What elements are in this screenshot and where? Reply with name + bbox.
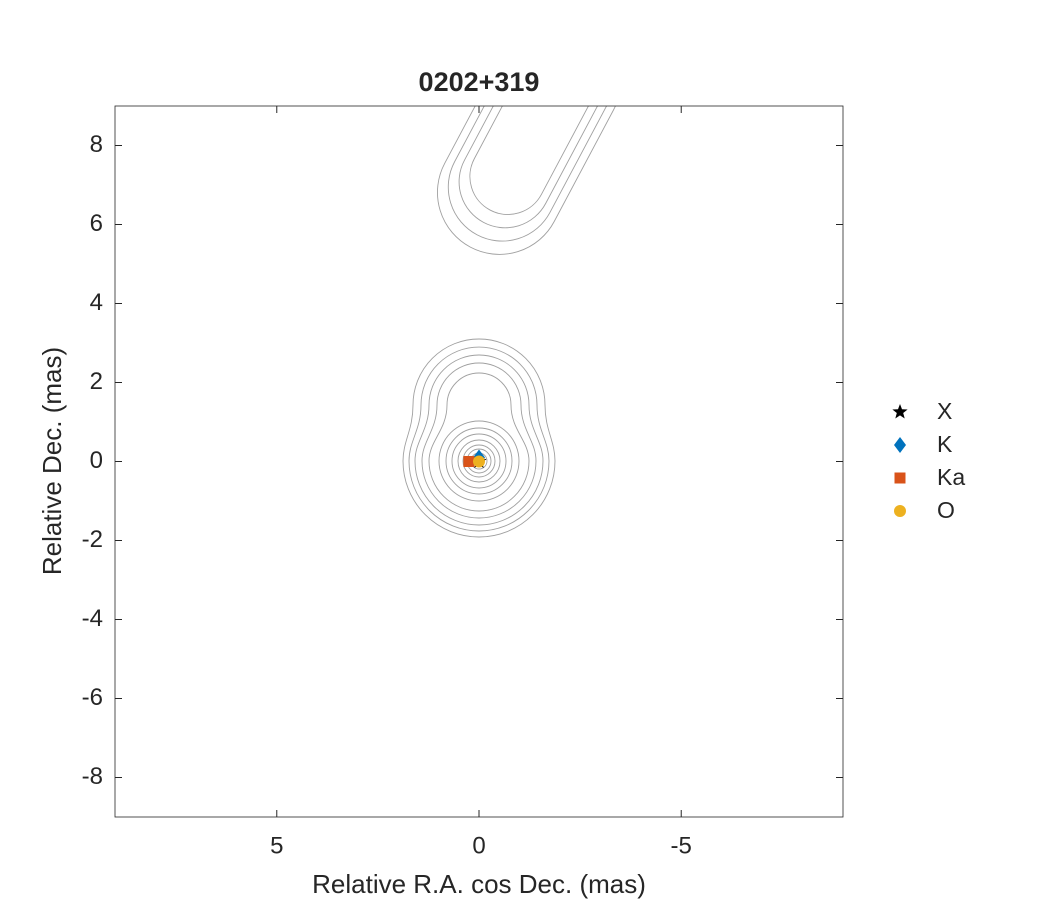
legend-label: K (937, 431, 953, 457)
core-component (402, 338, 556, 538)
contour (445, 427, 513, 495)
y-tick-label: 8 (90, 131, 103, 158)
chart-title: 0202+319 (419, 67, 540, 97)
x-tick-label: -5 (671, 832, 692, 859)
y-tick-label: -8 (82, 763, 103, 790)
legend-label: Ka (937, 464, 965, 490)
y-tick-label: -4 (82, 605, 103, 632)
contour (437, 106, 622, 255)
x-tick-label: 5 (270, 832, 283, 859)
contour (421, 362, 537, 519)
contours (402, 106, 622, 538)
y-axis-label: Relative Dec. (mas) (37, 347, 67, 575)
y-tick-label: -2 (82, 526, 103, 553)
contour (408, 346, 550, 532)
contour (438, 420, 520, 502)
contour (447, 106, 617, 242)
y-tick-label: 0 (90, 447, 103, 474)
y-tick-label: 2 (90, 368, 103, 395)
contour (458, 106, 613, 229)
contour (414, 354, 544, 526)
contour (462, 444, 496, 478)
marker-circle (894, 505, 906, 517)
x-tick-label: 0 (472, 832, 485, 859)
marker-circle (473, 455, 485, 468)
marker-square (894, 472, 906, 484)
marker-square (463, 456, 475, 467)
y-tick-label: 6 (90, 210, 103, 237)
contour (428, 372, 530, 512)
y-tick-label: 4 (90, 289, 103, 316)
marker-diamond (894, 437, 906, 453)
marker-star (892, 404, 908, 419)
upper-component (437, 106, 622, 255)
x-axis-label: Relative R.A. cos Dec. (mas) (312, 869, 646, 899)
contour (402, 338, 556, 538)
contour (469, 106, 609, 215)
legend-label: X (937, 398, 952, 424)
y-tick-label: -6 (82, 684, 103, 711)
contour (457, 439, 501, 483)
contour (451, 433, 507, 489)
legend-label: O (937, 497, 955, 523)
